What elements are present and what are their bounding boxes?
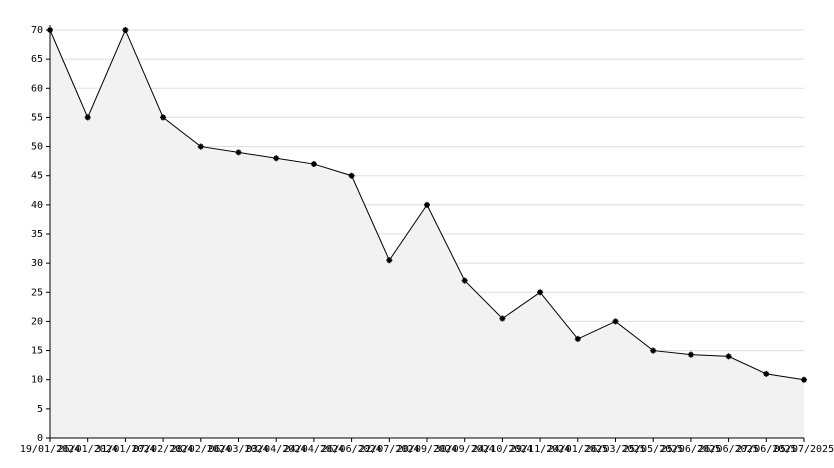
marker [650,347,657,354]
y-tick-label: 15 [31,346,43,357]
marker [424,201,430,208]
marker [725,353,732,360]
x-tick-label: 28/02/2024 [171,444,231,455]
marker [122,27,129,33]
marker [273,155,280,162]
x-tick-label: 30/09/2024 [435,444,495,455]
x-tick-label: 25/05/2025 [623,444,683,455]
y-tick-label: 50 [31,142,43,153]
x-tick-label: 24/04/2024 [284,444,344,455]
y-tick-label: 70 [31,25,43,36]
x-tick-label: 29/11/2024 [510,444,570,455]
y-tick-label: 25 [31,287,43,298]
marker [801,376,807,383]
y-tick-label: 60 [31,83,43,94]
x-tick-label: 26/03/2025 [585,444,645,455]
marker [160,114,167,121]
x-tick-label: 24/01/2025 [548,444,608,455]
y-tick-label: 10 [31,375,43,386]
x-tick-label: 19/01/2024 [20,444,80,455]
x-tick-label: 26/01/2024 [58,444,118,455]
x-tick-label: 25/06/2025 [661,444,721,455]
marker [386,257,393,264]
x-tick-label: 03/04/2024 [246,444,306,455]
marker [612,318,619,325]
marker [84,114,91,121]
marker [348,172,355,179]
x-tick-label: 27/06/2025 [736,444,796,455]
marker [310,161,317,168]
x-tick-label: 06/03/2024 [208,444,268,455]
marker [687,351,694,358]
x-tick-label: 26/06/2025 [698,444,758,455]
x-tick-label: 24/10/2024 [472,444,532,455]
y-tick-label: 20 [31,316,43,327]
x-tick-label: 31/01/2024 [95,444,155,455]
y-tick-label: 40 [31,200,43,211]
x-tick-label: 22/07/2024 [359,444,419,455]
marker [235,149,242,156]
marker [197,143,204,150]
marker [763,370,770,377]
area-fill [50,30,804,438]
y-tick-label: 65 [31,54,43,65]
y-tick-label: 55 [31,112,43,123]
marker [461,277,468,284]
y-tick-label: 30 [31,258,43,269]
y-tick-label: 0 [37,433,43,444]
x-tick-label: 26/06/2024 [321,444,381,455]
x-tick-label: 05/07/2025 [774,444,834,455]
y-tick-label: 5 [37,404,43,415]
x-tick-label: 20/09/2024 [397,444,457,455]
y-tick-label: 45 [31,171,43,182]
y-tick-label: 35 [31,229,43,240]
marker [537,289,544,296]
x-tick-label: 07/02/2024 [133,444,193,455]
marker [574,335,581,342]
marker [499,315,506,322]
